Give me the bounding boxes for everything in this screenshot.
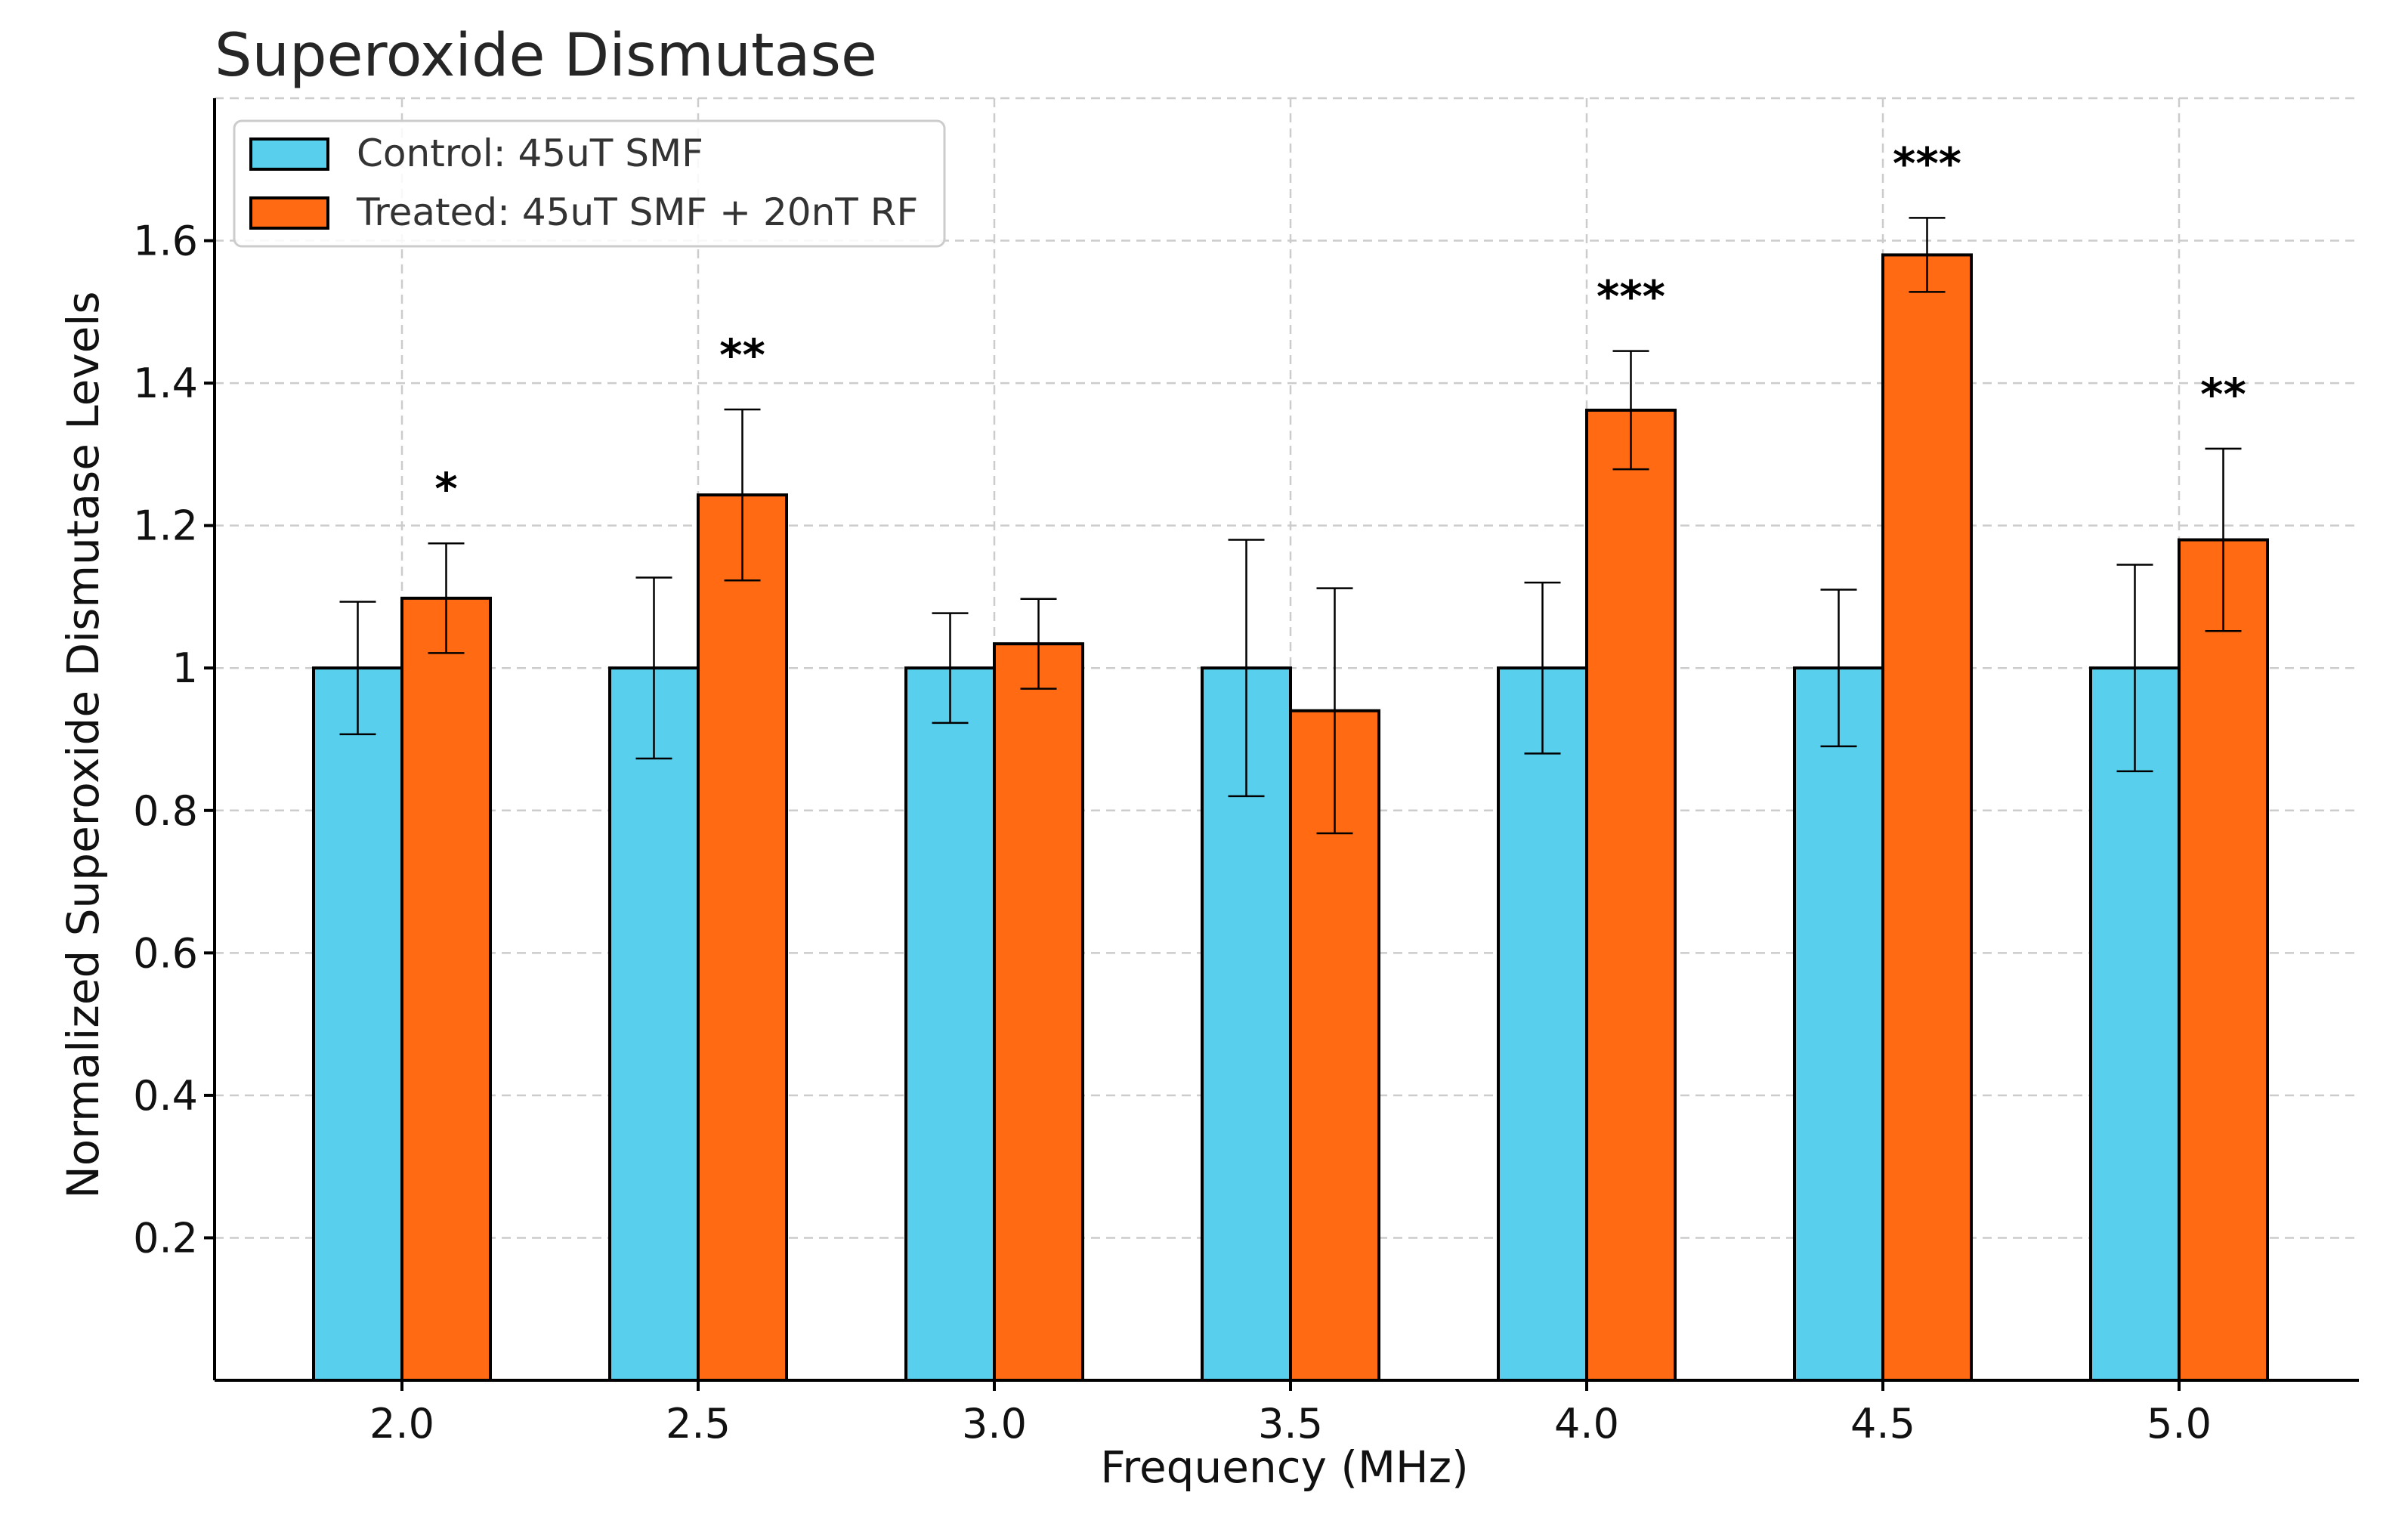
legend-label-control: Control: 45uT SMF xyxy=(357,131,703,175)
significance-label: *** xyxy=(1893,137,1961,189)
x-tick-label: 4.5 xyxy=(1850,1400,1915,1448)
bars xyxy=(312,253,2269,1383)
y-tick-label: 1.6 xyxy=(133,218,198,265)
significance-label: ** xyxy=(719,329,765,381)
bar-control xyxy=(1793,666,1884,1382)
y-tick-label: 1.2 xyxy=(133,502,198,550)
bar-treated xyxy=(993,642,1084,1382)
axes xyxy=(204,98,2359,1391)
bar-treated xyxy=(1585,408,1677,1382)
bar-control xyxy=(2089,666,2181,1382)
error-bars xyxy=(339,217,2242,835)
legend-box xyxy=(233,119,946,248)
bar-treated xyxy=(697,493,788,1382)
x-tick-label: 3.5 xyxy=(1258,1400,1323,1448)
x-tick-label: 4.0 xyxy=(1554,1400,1619,1448)
y-tick-label: 1 xyxy=(172,644,198,692)
bar-treated xyxy=(1881,253,1973,1382)
x-tick-labels: 2.0 2.5 3.0 3.5 4.0 4.5 5.0 xyxy=(369,1400,2212,1448)
legend-swatch-control xyxy=(249,137,329,171)
x-tick-label: 5.0 xyxy=(2147,1400,2212,1448)
y-tick-label: 0.6 xyxy=(133,929,198,977)
x-axis-label: Frequency (MHz) xyxy=(1100,1441,1468,1493)
x-tick-label: 2.5 xyxy=(666,1400,731,1448)
x-tick-label: 2.0 xyxy=(369,1400,434,1448)
bar-control xyxy=(904,666,996,1382)
y-tick-label: 0.8 xyxy=(133,787,198,835)
bar-control xyxy=(312,666,403,1382)
significance-label: ** xyxy=(2200,369,2246,420)
bar-treated xyxy=(2178,538,2269,1382)
legend: Control: 45uT SMF Treated: 45uT SMF + 20… xyxy=(233,119,946,248)
bar-control xyxy=(608,666,700,1382)
y-tick-label: 0.2 xyxy=(133,1214,198,1262)
legend-swatch-treated xyxy=(249,196,329,230)
chart-title: Superoxide Dismutase xyxy=(215,22,877,90)
bar-control xyxy=(1497,666,1588,1382)
y-tick-label: 1.4 xyxy=(133,360,198,407)
legend-label-treated: Treated: 45uT SMF + 20nT RF xyxy=(356,190,918,234)
significance-label: *** xyxy=(1597,271,1665,323)
y-tick-labels: 0.2 0.4 0.6 0.8 1 1.2 1.4 1.6 xyxy=(133,218,198,1262)
y-axis-label: Normalized Superoxide Dismutase Levels xyxy=(57,291,109,1198)
y-tick-label: 0.4 xyxy=(133,1072,198,1120)
x-tick-label: 3.0 xyxy=(962,1400,1027,1448)
significance-labels: *********** xyxy=(434,137,2246,514)
significance-label: * xyxy=(434,463,457,514)
bar-treated xyxy=(400,596,492,1383)
